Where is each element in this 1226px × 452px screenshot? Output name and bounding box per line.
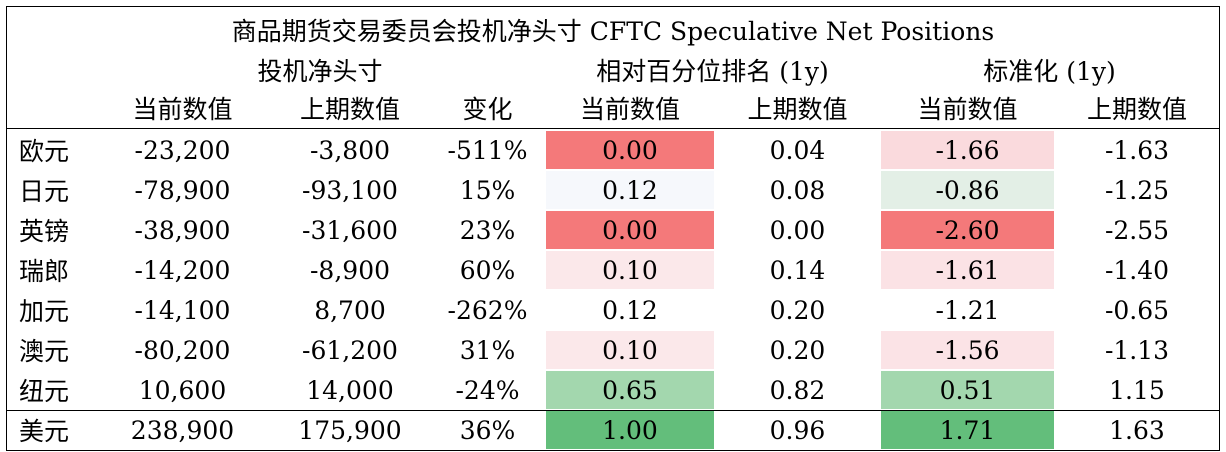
table-cell: 1.63 (1109, 415, 1165, 445)
header-group: 相对百分位排名 (1y) (596, 57, 829, 86)
table-cell: 0.12 (546, 171, 714, 209)
header-rule (6, 128, 1220, 129)
header-group: 投机净头寸 (257, 57, 383, 86)
table-cell: -80,200 (134, 335, 231, 365)
table-cell: -93,100 (302, 175, 398, 205)
table-cell: -31,600 (302, 215, 398, 245)
row-label: 美元 (19, 417, 70, 446)
table-cell: -1.66 (881, 131, 1054, 169)
table-cell: -61,200 (302, 335, 398, 365)
table-cell: -1.13 (1104, 335, 1170, 365)
table-cell: 0.10 (546, 251, 714, 289)
border (6, 450, 1220, 451)
table-cell: 60% (459, 255, 516, 285)
table-cell: -511% (447, 135, 528, 165)
table-cell: -1.63 (1104, 135, 1170, 165)
table-cell: 238,900 (130, 415, 235, 445)
column-header: 上期数值 (747, 95, 848, 124)
column-header: 上期数值 (299, 95, 400, 124)
table-cell: 1.71 (881, 411, 1054, 449)
column-header: 当前数值 (917, 95, 1018, 124)
row-label: 日元 (19, 177, 70, 206)
table-cell: 0.00 (769, 215, 826, 245)
table-cell: -262% (447, 295, 528, 325)
table-cell: -0.65 (1104, 295, 1170, 325)
table-cell: 0.12 (602, 295, 658, 325)
header-group: 标准化 (1y) (983, 57, 1116, 86)
table-cell: -2.55 (1104, 215, 1170, 245)
row-label: 纽元 (19, 377, 70, 406)
table-cell: -1.56 (881, 331, 1054, 369)
title: 商品期货交易委员会投机净头寸 CFTC Speculative Net Posi… (231, 17, 995, 46)
border (6, 6, 7, 451)
column-header: 变化 (462, 95, 513, 124)
row-label: 加元 (19, 297, 70, 326)
table-cell: 0.10 (546, 331, 714, 369)
table-cell: 0.14 (769, 255, 826, 285)
table-cell: -2.60 (881, 211, 1054, 249)
table-cell: 15% (459, 175, 516, 205)
table-cell: 36% (459, 415, 516, 445)
column-header: 当前数值 (132, 95, 233, 124)
table-cell: 0.20 (769, 295, 826, 325)
table-cell: 0.20 (769, 335, 826, 365)
table-cell: 0.04 (769, 135, 826, 165)
table-cell: -14,100 (134, 295, 231, 325)
table-cell: 0.00 (546, 211, 714, 249)
table-cell: -14,200 (134, 255, 231, 285)
table-cell: 0.51 (881, 371, 1054, 409)
table-cell: -38,900 (134, 215, 231, 245)
table-cell: 8,700 (314, 295, 386, 325)
table-cell: 1.00 (546, 411, 714, 449)
table-cell: 14,000 (306, 375, 394, 405)
border (6, 6, 1220, 7)
column-header: 当前数值 (579, 95, 680, 124)
table-cell: -0.86 (881, 171, 1054, 209)
table-cell: -1.25 (1104, 175, 1170, 205)
total-rule (6, 410, 1220, 411)
table-cell: 0.82 (769, 375, 826, 405)
table-cell: -78,900 (134, 175, 231, 205)
table-cell: 31% (459, 335, 516, 365)
row-label: 英镑 (19, 217, 70, 246)
table-cell: -1.61 (881, 251, 1054, 289)
row-label: 欧元 (19, 137, 70, 166)
table-cell: 0.08 (769, 175, 826, 205)
table-cell: -1.40 (1104, 255, 1170, 285)
table-cell: 23% (459, 215, 516, 245)
table-cell: -23,200 (134, 135, 231, 165)
table-cell: 0.65 (546, 371, 714, 409)
table-cell: -8,900 (309, 255, 391, 285)
column-header: 上期数值 (1086, 95, 1187, 124)
table-cell: -1.21 (935, 295, 1000, 325)
table-cell: 175,900 (298, 415, 402, 445)
table-cell: 0.96 (769, 415, 826, 445)
table-cell: -3,800 (309, 135, 391, 165)
table-cell: 0.00 (546, 131, 714, 169)
table-cell: 10,600 (138, 375, 227, 405)
table-cell: -24% (455, 375, 520, 405)
row-label: 澳元 (19, 337, 70, 366)
table-cell: 1.15 (1109, 375, 1165, 405)
border (1219, 6, 1220, 451)
row-label: 瑞郎 (19, 257, 70, 286)
